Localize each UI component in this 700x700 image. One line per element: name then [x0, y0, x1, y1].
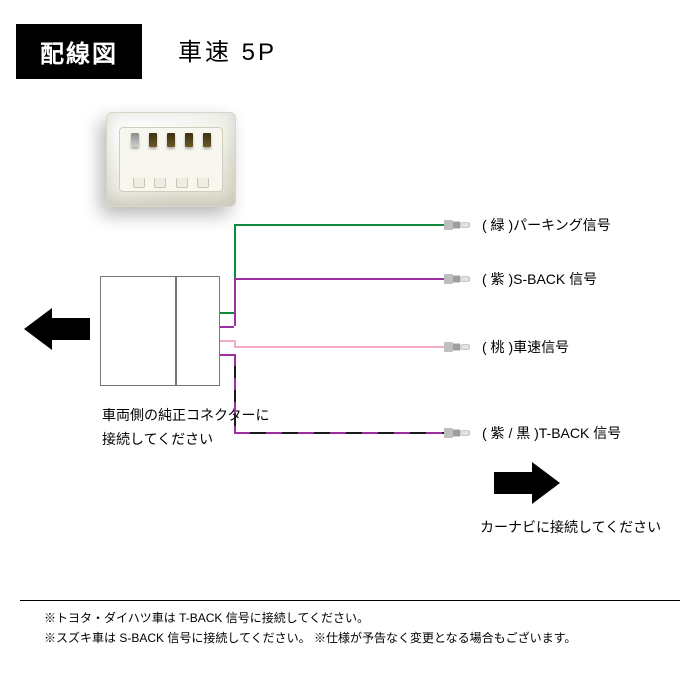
wire-speed-colorcode: ( 桃 ) [482, 339, 513, 355]
wire-tback-name: T-BACK 信号 [539, 425, 621, 441]
wire-tback-horiz-7 [346, 432, 362, 434]
header-title: 車速 5P [178, 32, 277, 67]
footnote-line2b: ※仕様が予告なく変更となる場合もございます。 [314, 631, 576, 645]
oem-connector-box [100, 276, 220, 386]
wire-parking-stub [220, 312, 234, 314]
wire-tback-vert-0 [234, 354, 236, 366]
wire-speed-label: ( 桃 )車速信号 [482, 337, 569, 357]
wire-tback-vert-3 [234, 390, 236, 402]
arrow-left-icon [24, 308, 90, 350]
oem-connector-divider [175, 276, 177, 386]
footnote-line2a: ※スズキ車は S-BACK 信号に接続してください。 [44, 631, 311, 645]
wire-parking-label: ( 緑 )パーキング信号 [482, 215, 611, 235]
wire-sback-horiz [234, 278, 444, 280]
wire-speed-name: 車速信号 [513, 339, 569, 355]
wire-sback-stub [220, 326, 234, 328]
wire-tback-vert-1 [234, 366, 236, 378]
wire-tback-horiz-4 [298, 432, 314, 434]
wire-tback-terminal [444, 428, 470, 438]
wire-parking-name: パーキング信号 [513, 217, 611, 233]
wire-sback-vert [234, 278, 236, 326]
wire-tback-label: ( 紫 / 黒 )T-BACK 信号 [482, 423, 621, 443]
wire-tback-vert-2 [234, 378, 236, 390]
footnote-rule [20, 600, 680, 601]
wire-speed-stub [220, 340, 234, 342]
wire-tback-horiz-5 [314, 432, 330, 434]
wire-tback-horiz-0 [234, 432, 250, 434]
connector-photo [106, 112, 236, 207]
wire-speed-terminal [444, 342, 470, 352]
wire-tback-horiz-1 [250, 432, 266, 434]
wire-sback-terminal [444, 274, 470, 284]
caption-left: 車両側の純正コネクターに 接続してください [102, 404, 269, 452]
wire-tback-horiz-3 [282, 432, 298, 434]
wire-parking-colorcode: ( 緑 ) [482, 217, 513, 233]
wire-tback-horiz-2 [266, 432, 282, 434]
wire-sback-name: S-BACK 信号 [513, 271, 597, 287]
caption-right: カーナビに接続してください [480, 516, 661, 540]
wire-tback-stub [220, 354, 234, 356]
wire-tback-vert-4 [234, 402, 236, 414]
wire-parking-terminal [444, 220, 470, 230]
wire-tback-horiz-6 [330, 432, 346, 434]
wire-sback-label: ( 紫 )S-BACK 信号 [482, 269, 597, 289]
wire-tback-colorcode: ( 紫 / 黒 ) [482, 425, 539, 441]
wire-parking-horiz [234, 224, 444, 226]
wire-tback-horiz-12 [426, 432, 442, 434]
caption-left-line1: 車両側の純正コネクターに [102, 407, 269, 423]
wire-tback-horiz-9 [378, 432, 394, 434]
caption-left-line2: 接続してください [102, 431, 213, 447]
wire-tback-horiz-11 [410, 432, 426, 434]
wire-tback-horiz-8 [362, 432, 378, 434]
wire-tback-vert-5 [234, 414, 236, 426]
header-badge: 配線図 [16, 24, 142, 79]
arrow-right-icon [494, 462, 560, 504]
footnotes: ※トヨタ・ダイハツ車は T-BACK 信号に接続してください。 ※スズキ車は S… [44, 608, 576, 649]
wire-sback-colorcode: ( 紫 ) [482, 271, 513, 287]
wire-speed-horiz [234, 346, 444, 348]
footnote-line1: ※トヨタ・ダイハツ車は T-BACK 信号に接続してください。 [44, 611, 369, 625]
wire-tback-horiz-10 [394, 432, 410, 434]
